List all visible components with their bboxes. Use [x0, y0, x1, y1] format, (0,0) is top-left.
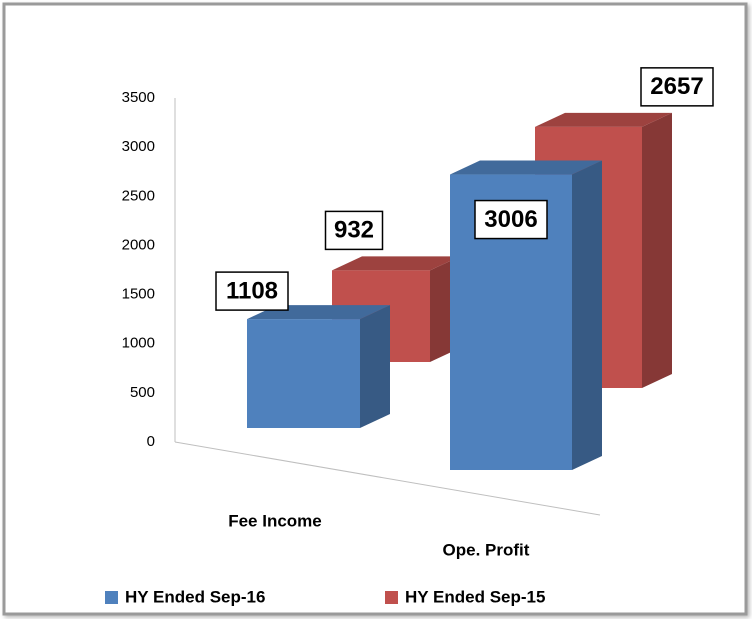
- legend-swatch: [385, 591, 398, 604]
- legend-swatch: [105, 591, 118, 604]
- legend-label: HY Ended Sep-15: [405, 587, 545, 606]
- data-label: 1108: [215, 271, 289, 311]
- bar: [247, 305, 390, 428]
- data-label-box: [640, 67, 714, 107]
- plot: 932 2657 1108 3006: [215, 67, 714, 470]
- y-tick-label: 2500: [122, 187, 155, 204]
- x-tick-label: Ope. Profit: [443, 540, 530, 559]
- y-tick-label: 3000: [122, 138, 155, 155]
- y-tick-label: 3500: [122, 89, 155, 106]
- y-tick-label: 500: [130, 384, 155, 401]
- floor-line: [174, 441, 601, 516]
- data-label-box: [474, 199, 548, 240]
- bar-top: [450, 160, 602, 175]
- y-tick-label: 1000: [122, 335, 155, 352]
- bar-front: [247, 319, 360, 428]
- data-label-box: [215, 271, 289, 311]
- y-tick-label: 2000: [122, 236, 155, 253]
- data-label: 2657: [640, 67, 714, 107]
- bar-side: [572, 160, 602, 470]
- data-label: 932: [324, 210, 384, 251]
- data-label-text: 3006: [484, 206, 537, 233]
- y-tick-label: 0: [147, 433, 155, 450]
- legend-label: HY Ended Sep-16: [125, 587, 265, 606]
- bar-side: [642, 112, 672, 388]
- bar-top: [332, 256, 460, 271]
- data-label-text: 2657: [650, 73, 703, 100]
- data-label: 3006: [474, 199, 548, 240]
- x-tick-label: Fee Income: [228, 511, 322, 530]
- data-label-text: 932: [334, 217, 374, 244]
- data-label-text: 1108: [226, 277, 278, 304]
- bar-side: [360, 305, 390, 428]
- y-tick-label: 1500: [122, 286, 155, 303]
- bar-top: [535, 112, 672, 127]
- data-label-box: [324, 210, 384, 251]
